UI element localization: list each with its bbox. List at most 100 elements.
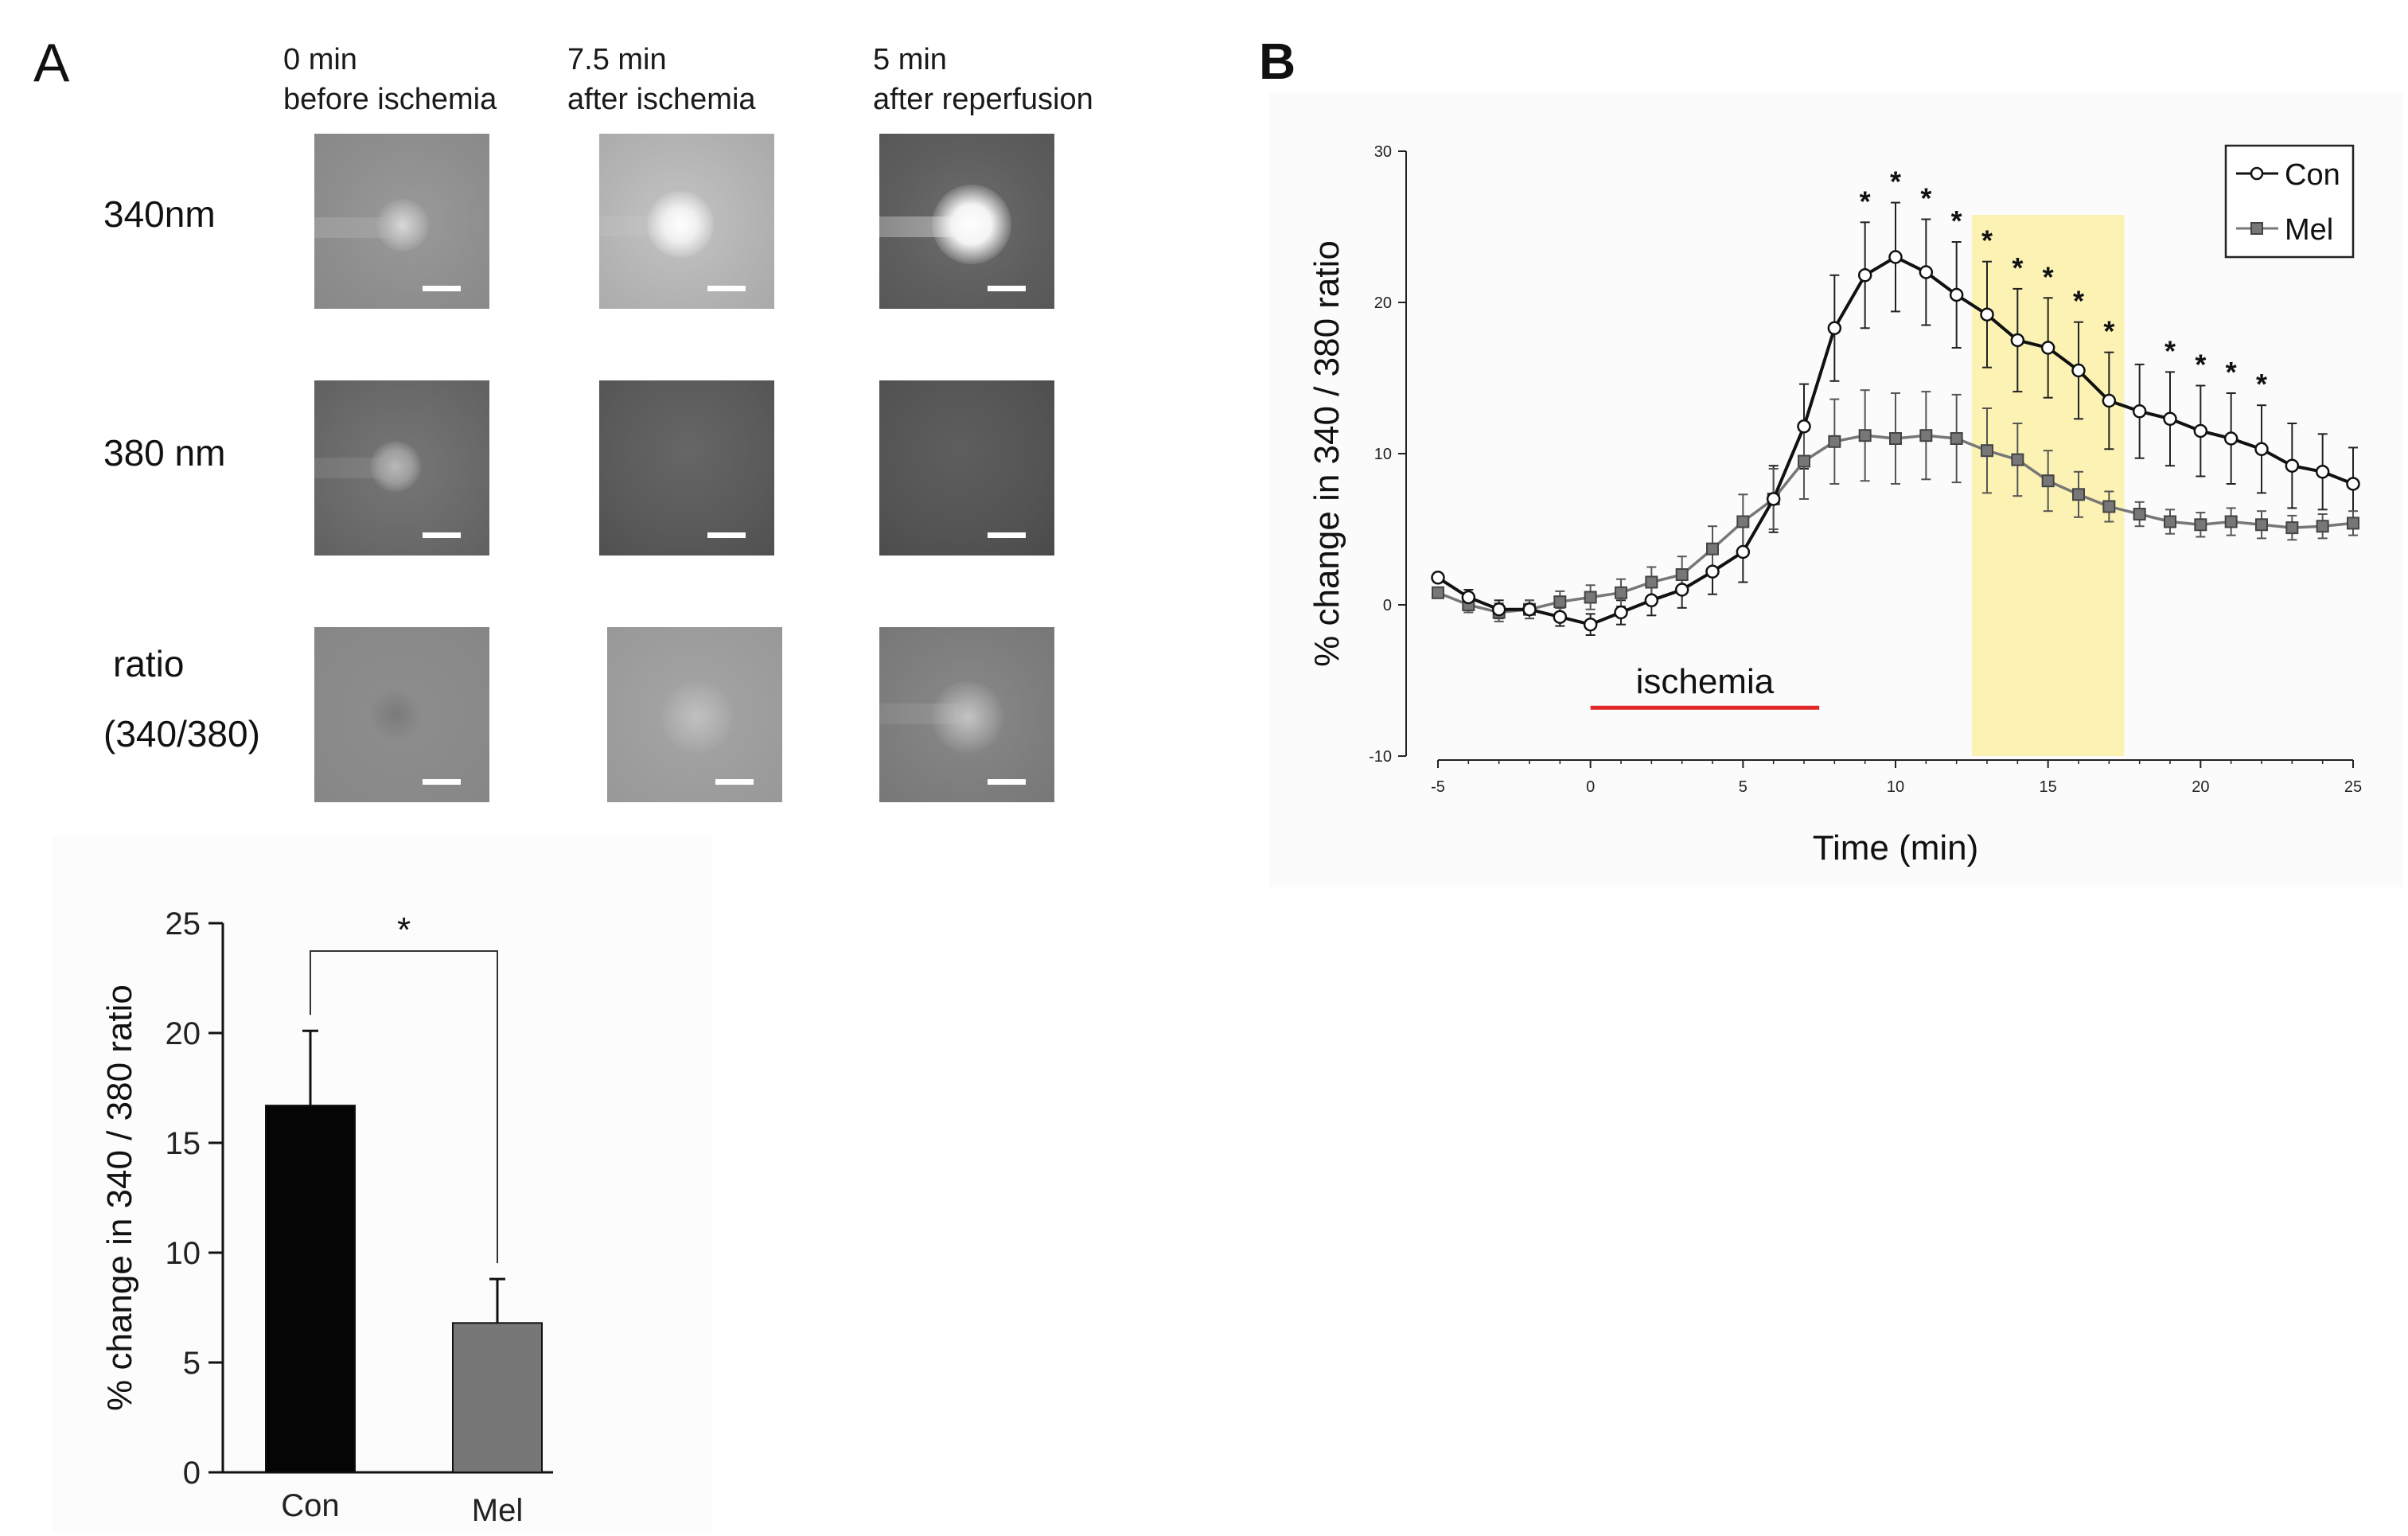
mel-point xyxy=(1858,429,1872,442)
column-title-line1: 5 min xyxy=(873,43,947,76)
y-tick-label: 20 xyxy=(1374,294,1392,312)
micrograph-340nm-7-5min xyxy=(599,134,774,309)
mel-point xyxy=(2285,521,2299,535)
con-point xyxy=(2315,465,2330,479)
con-point xyxy=(1736,544,1751,559)
con-point xyxy=(2102,393,2117,408)
con-point xyxy=(2040,341,2055,355)
mel-point xyxy=(2164,515,2176,528)
x-axis-title: Time (min) xyxy=(1813,828,1979,867)
y-tick-label: 15 xyxy=(166,1126,201,1161)
y-tick-label: 10 xyxy=(1374,446,1392,463)
panel-label-b: B xyxy=(1259,33,1296,90)
legend-con-marker xyxy=(2250,166,2264,181)
y-tick-label: 0 xyxy=(183,1456,201,1491)
y-tick-label: 25 xyxy=(166,906,201,941)
x-tick-label: 15 xyxy=(2040,778,2057,796)
micrograph-380nm-5min xyxy=(879,380,1054,556)
mel-point xyxy=(2255,518,2268,532)
y-tick-label: 5 xyxy=(183,1346,201,1381)
mel-point xyxy=(2011,453,2024,466)
column-title-7-5min: 7.5 min after ischemia xyxy=(567,40,756,119)
con-point xyxy=(1949,287,1964,302)
row-label-340nm: 340nm xyxy=(103,179,216,249)
con-point xyxy=(1431,571,1445,585)
row-label-ratio: ratio (340/380) xyxy=(103,629,260,769)
x-tick-label: 25 xyxy=(2344,778,2362,796)
scale-bar xyxy=(707,532,746,538)
con-point xyxy=(1857,268,1872,283)
scale-bar xyxy=(707,286,746,291)
mel-point xyxy=(1798,454,1810,468)
mel-point xyxy=(2347,517,2359,530)
mel-point xyxy=(2224,515,2238,528)
scale-bar xyxy=(423,532,461,538)
mel-point xyxy=(2041,474,2055,488)
x-tick-label: -5 xyxy=(1431,778,1445,796)
mel-bar xyxy=(452,1322,543,1473)
x-tick-label: 20 xyxy=(2192,778,2209,796)
micrograph-ratio-7-5min xyxy=(607,627,782,802)
mel-point xyxy=(1615,586,1627,599)
significance-bracket xyxy=(310,950,498,1264)
significance-marker: * xyxy=(1981,224,1993,257)
con-point xyxy=(2223,431,2239,446)
con-point xyxy=(1491,602,1506,617)
mel-point xyxy=(1950,432,1963,445)
con-point xyxy=(2254,442,2269,457)
micrograph-ratio-5min xyxy=(879,627,1054,802)
panel-label-a: A xyxy=(33,33,70,93)
significance-marker: * xyxy=(2012,251,2023,284)
micrograph-380nm-7-5min xyxy=(599,380,774,556)
scale-bar xyxy=(715,779,754,785)
column-title-line2: after reperfusion xyxy=(873,83,1093,116)
con-point xyxy=(1766,492,1781,506)
con-point xyxy=(1980,307,1994,322)
significance-marker: * xyxy=(1890,166,1901,198)
y-axis-title: % change in 340 / 380 ratio xyxy=(1307,240,1346,667)
scale-bar xyxy=(988,532,1026,538)
significance-marker: * xyxy=(2195,349,2206,381)
con-point xyxy=(1705,564,1720,579)
mel-point xyxy=(1432,586,1444,599)
significance-marker: * xyxy=(2256,368,2267,400)
row-label-380nm: 380 nm xyxy=(103,418,225,488)
scale-bar xyxy=(423,779,461,785)
con-point xyxy=(1644,593,1659,608)
column-title-line2: before ischemia xyxy=(283,83,497,116)
con-point xyxy=(1827,321,1842,336)
bar-chart: 0 5 10 15 20 25 % change in 340 / 380 ratio Con… xyxy=(100,906,553,1528)
y-tick-label: 20 xyxy=(166,1016,201,1051)
mel-point xyxy=(1675,568,1689,581)
significance-marker: * xyxy=(1951,205,1962,237)
y-tick-label: 10 xyxy=(166,1236,201,1271)
con-point xyxy=(1919,265,1934,279)
bar-chart-panel-c: 0 5 10 15 20 25 % change in 340 / 380 ratio Con… xyxy=(52,836,712,1532)
significance-marker: * xyxy=(2073,285,2084,318)
mel-category-label: Mel xyxy=(472,1493,523,1528)
mel-point xyxy=(1981,444,1993,458)
mel-point xyxy=(2133,508,2146,520)
scale-bar xyxy=(988,286,1026,291)
con-point xyxy=(1583,617,1598,632)
significance-marker: * xyxy=(2226,356,2237,388)
mel-point xyxy=(1889,432,1902,445)
y-tick-label: -10 xyxy=(1369,748,1392,766)
con-point xyxy=(2010,333,2025,348)
scale-bar xyxy=(988,779,1026,785)
y-axis-title: % change in 340 / 380 ratio xyxy=(100,984,139,1411)
mel-point xyxy=(2194,518,2207,532)
micrograph-340nm-0min xyxy=(314,134,489,309)
row-label-line1: 380 nm xyxy=(103,432,226,474)
column-title-line2: after ischemia xyxy=(567,83,756,116)
x-tick-label: 0 xyxy=(1586,778,1595,796)
con-point xyxy=(2071,363,2086,378)
y-tick-label: 30 xyxy=(1374,143,1392,161)
mel-point xyxy=(1584,591,1597,604)
significance-marker: * xyxy=(397,910,411,949)
con-point xyxy=(2346,477,2360,491)
significance-marker: * xyxy=(2164,334,2176,367)
micrograph-340nm-5min xyxy=(879,134,1054,309)
legend-con-label: Con xyxy=(2285,158,2340,192)
column-title-5min: 5 min after reperfusion xyxy=(873,40,1093,119)
